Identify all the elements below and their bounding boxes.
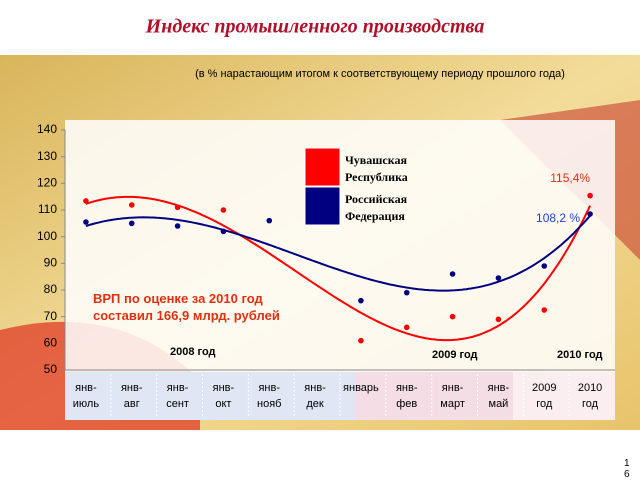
cat-band: [355, 372, 513, 420]
x-tick-label: фев: [396, 398, 417, 410]
x-tick-label: янв-: [75, 382, 97, 394]
x-tick-label: окт: [215, 398, 231, 410]
legend-swatch: [304, 186, 341, 226]
y-tick-label: 80: [44, 282, 58, 296]
trend-line: [85, 215, 591, 292]
point: [220, 228, 227, 235]
x-tick-label: янв-: [304, 382, 326, 394]
point: [83, 219, 89, 225]
cat-band: [65, 372, 355, 420]
annotation: 2008 год: [170, 346, 216, 358]
subtitle: (в % нарастающим итогом к соответствующе…: [195, 68, 565, 80]
point: [174, 223, 181, 229]
legend-label: Чувашская Республика: [345, 153, 408, 184]
y-tick-label: 70: [44, 309, 58, 323]
y-tick-label: 140: [37, 122, 57, 136]
legend-swatch: [304, 147, 341, 187]
x-tick-label: 2009: [532, 382, 556, 394]
x-tick-label: январь: [343, 382, 379, 394]
legend-label: Российская Федерация: [345, 192, 408, 223]
point: [358, 337, 364, 344]
annotation: ВРП по оценке за 2010 год составил 166,9…: [93, 291, 280, 323]
point: [495, 316, 502, 323]
point: [83, 198, 89, 204]
x-tick-label: авг: [124, 398, 140, 410]
point: [358, 297, 364, 304]
page-number: 16: [624, 458, 630, 480]
y-tick-label: 120: [37, 176, 57, 190]
point: [128, 202, 135, 208]
point: [449, 271, 456, 277]
x-tick-label: год: [582, 398, 599, 410]
x-tick-label: янв-: [396, 382, 418, 394]
point: [541, 263, 548, 269]
x-tick-label: июль: [73, 398, 100, 410]
x-tick-label: янв-: [442, 382, 464, 394]
cat-band: [513, 372, 615, 420]
x-tick-label: март: [440, 398, 465, 410]
annotation: 2009 год: [432, 349, 478, 361]
y-tick-label: 130: [37, 149, 57, 163]
header: [0, 0, 640, 55]
point: [403, 289, 410, 296]
point: [220, 207, 227, 213]
x-tick-label: май: [489, 398, 509, 410]
x-tick-label: 2010: [578, 382, 602, 394]
y-tick-label: 90: [44, 256, 58, 270]
y-tick-label: 50: [44, 362, 58, 376]
value-label: 115,4%: [550, 171, 590, 185]
y-tick-label: 60: [44, 336, 58, 350]
value-label: 108,2 %: [536, 211, 580, 225]
x-tick-label: янв-: [121, 382, 143, 394]
point: [495, 275, 502, 281]
x-tick-label: янв-: [258, 382, 280, 394]
trend-line: [85, 195, 592, 342]
point: [587, 192, 593, 199]
point: [266, 217, 273, 224]
annotation: 2010 год: [557, 349, 603, 361]
point: [541, 307, 548, 313]
point: [174, 204, 181, 211]
y-tick-label: 110: [38, 202, 57, 216]
point: [587, 211, 593, 217]
y-tick-label: 100: [37, 229, 57, 243]
x-tick-label: нояб: [257, 398, 281, 410]
point: [449, 313, 456, 320]
x-tick-label: год: [536, 398, 553, 410]
x-tick-label: янв-: [213, 382, 235, 394]
point: [403, 324, 410, 331]
x-tick-label: дек: [306, 398, 324, 410]
x-tick-label: янв-: [167, 382, 189, 394]
x-tick-label: сент: [166, 398, 189, 410]
x-tick-label: янв-: [488, 382, 510, 394]
point: [128, 220, 135, 227]
chart-title: Индекс промышленного производства: [145, 16, 485, 38]
